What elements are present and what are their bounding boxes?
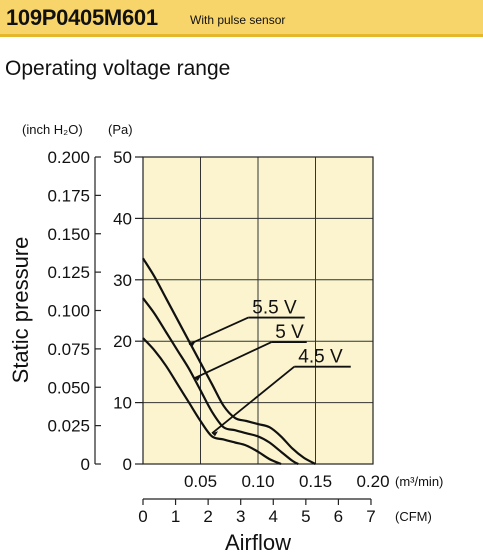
y-tick-label-inch: 0: [81, 455, 90, 474]
x-axis-m3min: 0.05 0.10 0.15 0.20: [184, 472, 390, 491]
leader-line: [188, 316, 249, 346]
y-tick-label-inch: 0.075: [47, 340, 90, 359]
x2-tick-label: 6: [334, 507, 343, 526]
y-axis-label: Static pressure: [8, 237, 33, 384]
arrow-head: [189, 342, 195, 348]
x2-tick-label: 3: [236, 507, 245, 526]
y-tick-label-pa: 20: [113, 332, 132, 351]
curve-label: 5.5 V: [252, 298, 297, 319]
x-axis-label: Airflow: [225, 530, 291, 555]
x-tick-label: 0.20: [356, 472, 389, 491]
y-tick-label-inch: 0.150: [47, 225, 90, 244]
curve-labels: 5.5 V 5 V 4.5 V: [188, 298, 351, 437]
x2-tick-label: 5: [301, 507, 310, 526]
y-tick-label-inch: 0.200: [47, 148, 90, 167]
y-tick-label-inch: 0.175: [47, 186, 90, 205]
y-tick-label-inch: 0.050: [47, 378, 90, 397]
x-tick-label: 0.05: [184, 472, 217, 491]
y-tick-label-pa: 50: [113, 148, 132, 167]
y-tick-label-pa: 0: [123, 455, 132, 474]
grid: [143, 157, 373, 464]
section-title: Operating voltage range: [5, 57, 231, 80]
model-note: With pulse sensor: [190, 13, 286, 27]
curves: [142, 257, 317, 466]
x-unit-m3min: (m³/min): [395, 474, 443, 489]
left-axis-inch: 0 0.025 0.050 0.075 0.100 0.125 0.150 0.175 0.20…: [47, 148, 101, 474]
y-tick-label-pa: 30: [113, 271, 132, 290]
y-tick-label-inch: 0.125: [47, 263, 90, 282]
x-axis-cfm: 0 1 2 3 4 5 6 7: [138, 498, 376, 526]
x2-tick-label: 1: [171, 507, 180, 526]
curve-label: 5 V: [275, 322, 304, 343]
x-tick-label: 0.10: [241, 472, 274, 491]
y-unit-inch: (inch H₂O): [22, 122, 83, 137]
header-bar: 109P0405M601 With pulse sensor: [0, 0, 483, 37]
curve-label: 4.5 V: [298, 347, 343, 368]
arrow-head: [194, 376, 201, 382]
plot-frame: [142, 156, 374, 465]
curve-5-v: [142, 297, 299, 465]
x2-tick-label: 2: [203, 507, 212, 526]
y-tick-label-pa: 10: [113, 394, 132, 413]
y-tick-label-pa: 40: [113, 209, 132, 228]
x-tick-label: 0.15: [299, 472, 332, 491]
y-tick-label-inch: 0.025: [47, 417, 90, 436]
leader-line: [211, 365, 295, 434]
curve-5-5-v: [142, 257, 317, 465]
x2-tick-label: 7: [366, 507, 375, 526]
right-axis-pa: 0 10 20 30 40 50: [113, 148, 143, 474]
x2-tick-label: 4: [269, 507, 278, 526]
x-unit-cfm: (CFM): [395, 509, 432, 524]
y-tick-label-inch: 0.100: [47, 302, 90, 321]
curve-4-5-v: [142, 337, 282, 466]
x2-tick-label: 0: [138, 507, 147, 526]
model-number: 109P0405M601: [6, 5, 158, 30]
y-unit-pa: (Pa): [108, 122, 133, 137]
leader-line: [194, 341, 272, 379]
arrow-head: [212, 431, 218, 437]
